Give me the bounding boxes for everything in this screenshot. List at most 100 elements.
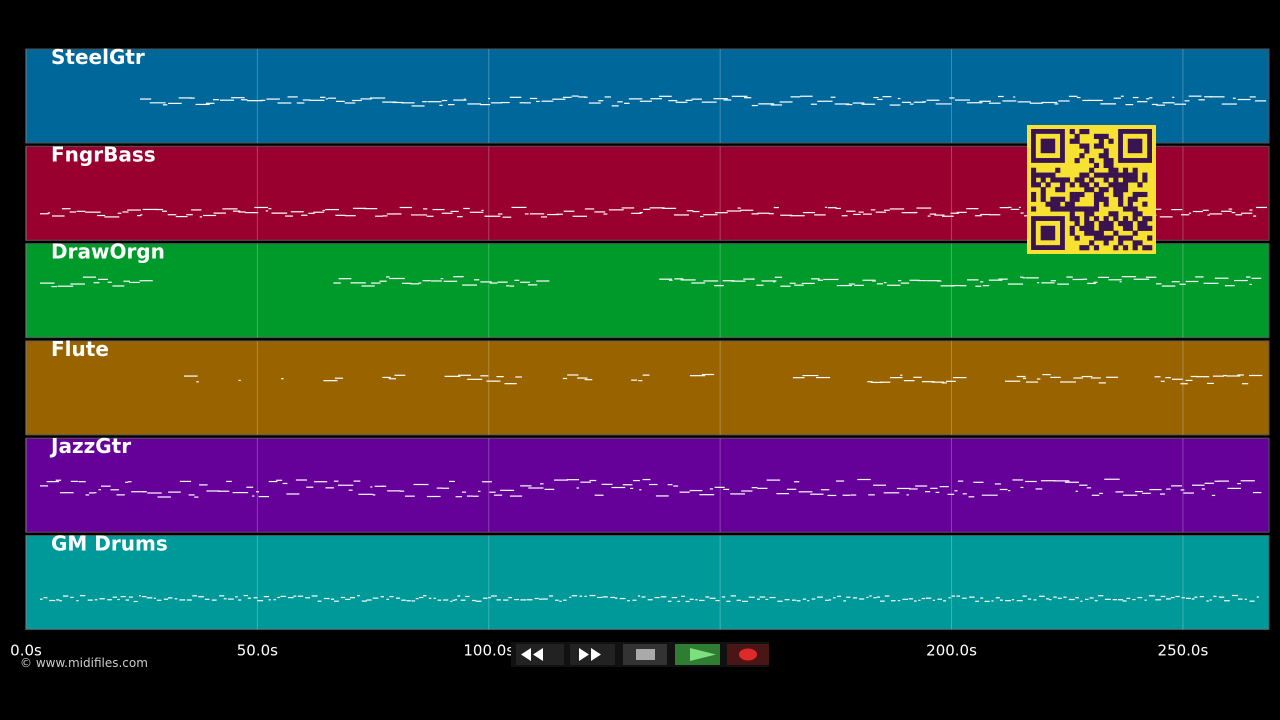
qr-module	[1084, 182, 1090, 188]
qr-module	[1093, 143, 1100, 149]
qr-module	[1147, 225, 1153, 231]
qr-module	[1093, 196, 1100, 202]
qr-module	[1031, 191, 1037, 198]
qr-module	[1142, 245, 1148, 251]
rewind-button[interactable]	[516, 644, 564, 665]
qr-module	[1074, 206, 1080, 212]
qr-module	[1060, 196, 1066, 202]
qr-module	[1103, 153, 1109, 159]
track-name: DrawOrgn	[51, 240, 165, 264]
qr-module	[1031, 167, 1037, 173]
qr-module	[1069, 129, 1075, 135]
qr-module	[1132, 167, 1138, 173]
stop-button[interactable]	[623, 644, 667, 665]
tick-label: 100.0s	[463, 642, 514, 660]
qr-module	[1127, 172, 1133, 178]
qr-module	[1132, 211, 1138, 217]
qr-module	[1089, 177, 1095, 183]
qr-module	[1069, 225, 1075, 231]
qr-module	[1103, 240, 1109, 246]
notes	[184, 373, 1263, 385]
qr-module	[1122, 172, 1129, 178]
qr-module	[1064, 177, 1071, 183]
qr-module	[1069, 191, 1075, 198]
qr-module	[1079, 143, 1085, 149]
fast-forward-button[interactable]	[570, 644, 615, 665]
track-lane	[25, 243, 1270, 339]
qr-module	[1132, 245, 1138, 251]
qr-module	[1103, 172, 1109, 178]
qr-module	[1093, 216, 1100, 222]
qr-module	[1055, 167, 1061, 173]
play-button[interactable]	[675, 644, 720, 665]
qr-module	[1113, 187, 1119, 193]
qr-module	[1031, 177, 1037, 183]
qr-module	[1074, 220, 1080, 227]
qr-module	[1147, 245, 1153, 251]
rewind-icon	[521, 648, 543, 661]
qr-module	[1122, 225, 1129, 231]
qr-module	[1098, 172, 1104, 178]
qr-module	[1069, 196, 1075, 202]
qr-module	[1108, 167, 1114, 173]
qr-module	[1142, 216, 1148, 222]
qr-module	[1055, 177, 1061, 183]
qr-finder	[1040, 225, 1056, 241]
qr-module	[1122, 235, 1129, 241]
qr-module	[1040, 177, 1046, 183]
qr-module	[1142, 177, 1148, 183]
qr-module	[1098, 191, 1104, 198]
qr-module	[1142, 172, 1148, 178]
qr-module	[1127, 196, 1133, 202]
qr-module	[1093, 162, 1100, 169]
qr-module	[1098, 235, 1104, 241]
qr-module	[1089, 187, 1095, 193]
track-lane	[25, 340, 1270, 436]
qr-module	[1069, 211, 1075, 217]
qr-module	[1113, 191, 1119, 198]
qr-module	[1118, 240, 1124, 246]
qr-module	[1089, 206, 1095, 212]
qr-module	[1137, 240, 1143, 246]
qr-module	[1064, 201, 1071, 207]
qr-module	[1108, 172, 1114, 178]
qr-module	[1113, 167, 1119, 173]
qr-module	[1098, 143, 1104, 149]
qr-module	[1035, 182, 1041, 188]
ff-icon	[579, 648, 601, 661]
track-name: FngrBass	[51, 142, 156, 166]
qr-module	[1098, 196, 1104, 202]
qr-module	[1084, 187, 1090, 193]
qr-module	[1069, 201, 1075, 207]
qr-module	[1089, 225, 1095, 231]
qr-finder	[1127, 138, 1143, 154]
qr-module	[1103, 216, 1109, 222]
qr-module	[1098, 138, 1104, 144]
track: SteelGtr	[25, 45, 1270, 144]
qr-module	[1132, 196, 1138, 202]
track-lane	[25, 437, 1270, 533]
qr-module	[1118, 201, 1124, 207]
qr-module	[1084, 129, 1090, 135]
record-button[interactable]	[727, 644, 769, 665]
qr-module	[1108, 211, 1114, 217]
play-icon	[690, 648, 716, 661]
qr-module	[1079, 191, 1085, 198]
qr-module	[1089, 220, 1095, 227]
qr-module	[1127, 220, 1133, 227]
track-lane	[25, 535, 1270, 630]
qr-module	[1103, 196, 1109, 202]
qr-module	[1147, 235, 1153, 241]
qr-module	[1122, 167, 1129, 173]
tick-label: 200.0s	[926, 642, 977, 660]
qr-module	[1103, 177, 1109, 183]
qr-module	[1084, 225, 1090, 231]
qr-module	[1098, 133, 1104, 139]
qr-module	[1103, 201, 1109, 207]
qr-module	[1084, 148, 1090, 154]
qr-module	[1122, 182, 1129, 188]
qr-module	[1127, 206, 1133, 212]
track-name: SteelGtr	[51, 45, 145, 69]
tick-label: 250.0s	[1158, 642, 1209, 660]
qr-finder	[1040, 138, 1056, 154]
